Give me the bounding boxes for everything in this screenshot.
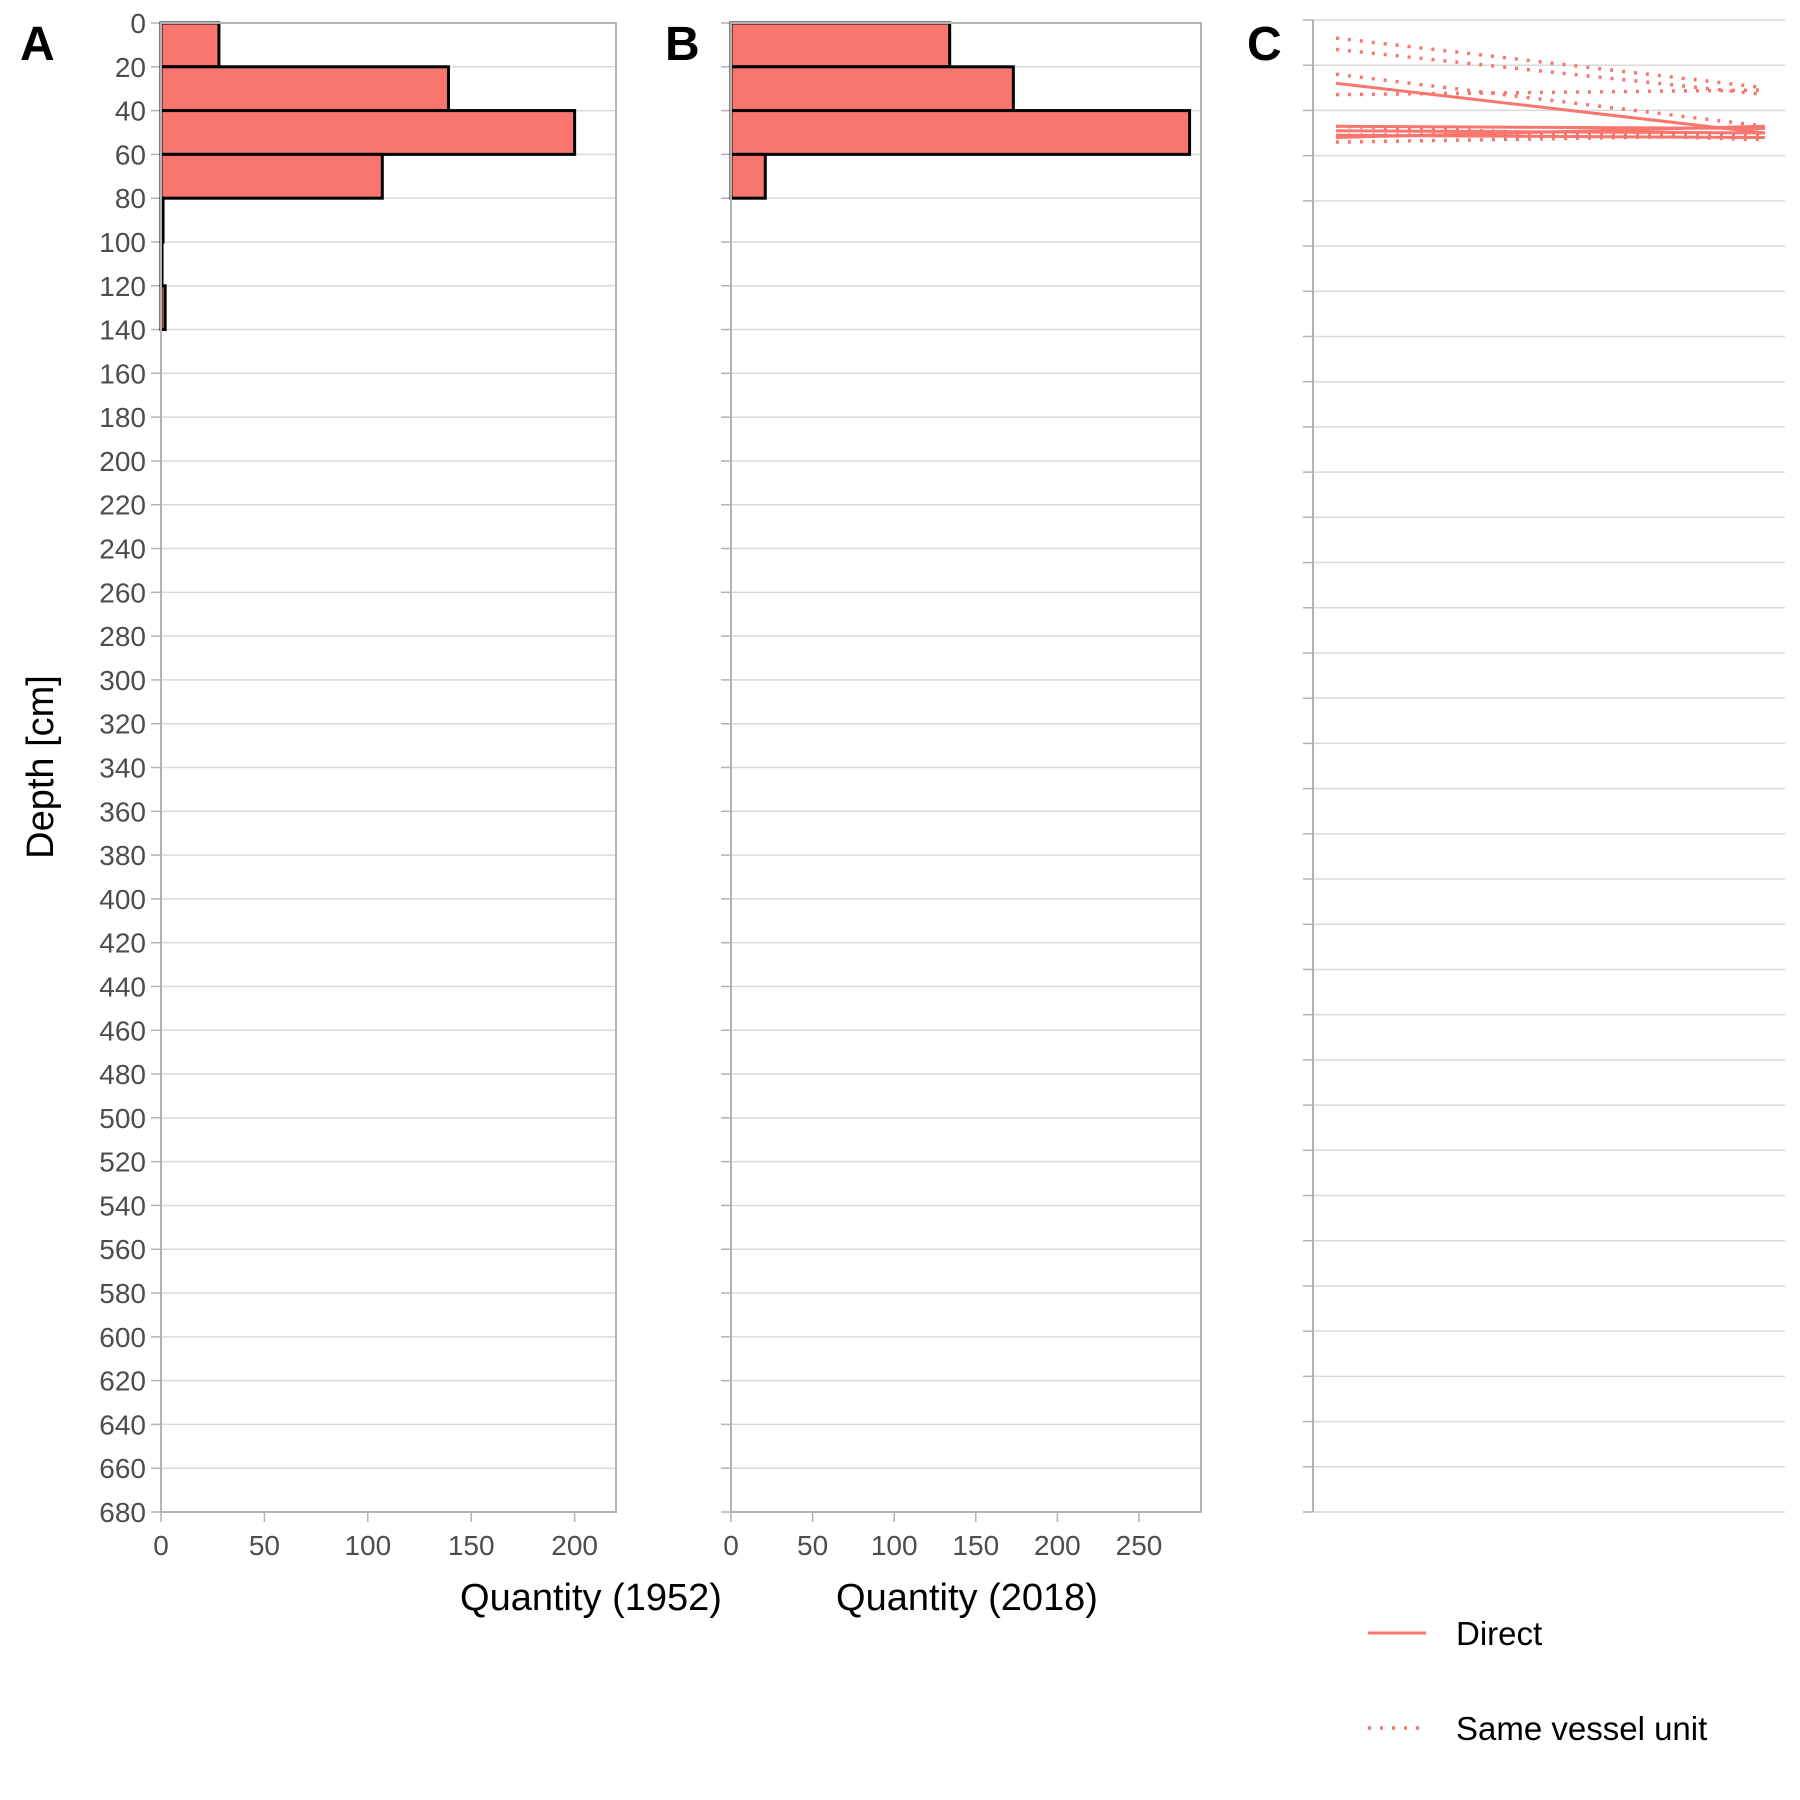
x-tick-label-b: 200 — [1034, 1530, 1081, 1561]
y-tick-label-a: 60 — [115, 139, 146, 170]
y-tick-label-a: 220 — [99, 490, 146, 521]
panel-c — [1303, 19, 1785, 1513]
x-tick-label-a: 0 — [153, 1530, 169, 1561]
y-tick-label-a: 260 — [99, 577, 146, 608]
x-tick-label-a: 50 — [249, 1530, 280, 1561]
y-tick-label-a: 80 — [115, 183, 146, 214]
y-tick-label-a: 140 — [99, 315, 146, 346]
y-tick-label-a: 20 — [115, 52, 146, 83]
bar-b — [729, 152, 767, 200]
y-tick-label-a: 40 — [115, 96, 146, 127]
y-tick-label-a: 540 — [99, 1190, 146, 1221]
y-tick-label-a: 160 — [99, 358, 146, 389]
link-line-dotted — [1335, 36, 1766, 90]
y-tick-label-a: 560 — [99, 1234, 146, 1265]
bar-a — [159, 109, 577, 156]
panel-a: 0 20 40 60 80 100 120 140 160 180 200 220 240 260 280 3… — [99, 8, 617, 1561]
y-tick-label-a: 520 — [99, 1147, 146, 1178]
y-tick-label-a: 100 — [99, 227, 146, 258]
panel-label-a: A — [20, 18, 55, 71]
x-tick-label-b: 50 — [797, 1530, 828, 1561]
x-tick-label-b: 150 — [952, 1530, 999, 1561]
y-tick-label-a: 340 — [99, 753, 146, 784]
y-tick-label-a: 0 — [130, 8, 146, 39]
y-tick-label-a: 460 — [99, 1015, 146, 1046]
y-tick-label-a: 400 — [99, 884, 146, 915]
y-tick-label-a: 580 — [99, 1278, 146, 1309]
bar-b — [729, 21, 952, 69]
x-tick-label-a: 100 — [344, 1530, 391, 1561]
legend-c: Direct Same vessel unit — [1368, 1615, 1707, 1747]
y-tick-label-a: 640 — [99, 1409, 146, 1440]
y-tick-label-a: 380 — [99, 840, 146, 871]
y-tick-label-a: 120 — [99, 271, 146, 302]
y-tick-label-a: 480 — [99, 1059, 146, 1090]
y-tick-label-a: 500 — [99, 1103, 146, 1134]
x-axis-title-b: Quantity (2018) — [836, 1577, 1098, 1619]
y-tick-label-a: 420 — [99, 928, 146, 959]
y-tick-label-a: 680 — [99, 1497, 146, 1528]
x-tick-label-b: 100 — [871, 1530, 918, 1561]
link-line-solid — [1335, 81, 1766, 135]
legend-label-same-vessel-unit: Same vessel unit — [1456, 1710, 1707, 1747]
y-tick-label-a: 620 — [99, 1366, 146, 1397]
legend-label-direct: Direct — [1456, 1615, 1542, 1652]
y-tick-label-a: 240 — [99, 534, 146, 565]
link-line-solid — [1335, 124, 1766, 140]
y-tick-label-a: 300 — [99, 665, 146, 696]
link-line-dotted — [1335, 72, 1766, 128]
panel-label-c: C — [1247, 18, 1282, 71]
bar-a — [159, 65, 450, 113]
y-tick-label-a: 180 — [99, 402, 146, 433]
x-tick-label-b: 0 — [723, 1530, 739, 1561]
bar-b — [729, 65, 1015, 113]
plot-frame-a — [160, 22, 617, 1513]
panel-b: 0 50 100 150 200 250 — [721, 21, 1202, 1561]
y-axis-title-a: Depth [cm] — [20, 675, 62, 859]
x-tick-label-a: 150 — [448, 1530, 495, 1561]
x-axis-title-a: Quantity (1952) — [460, 1577, 722, 1619]
bar-a — [159, 152, 384, 200]
x-tick-label-b: 250 — [1116, 1530, 1163, 1561]
y-tick-label-a: 320 — [99, 709, 146, 740]
y-tick-label-a: 440 — [99, 971, 146, 1002]
y-tick-label-a: 360 — [99, 796, 146, 827]
plot-frame-b — [730, 22, 1202, 1513]
bar-b — [729, 109, 1192, 156]
y-tick-label-a: 280 — [99, 621, 146, 652]
link-line-dotted — [1335, 47, 1766, 97]
y-tick-label-a: 200 — [99, 446, 146, 477]
x-tick-label-a: 200 — [551, 1530, 598, 1561]
bar-a — [159, 21, 221, 69]
panel-label-b: B — [665, 18, 700, 71]
y-tick-label-a: 660 — [99, 1453, 146, 1484]
y-tick-label-a: 600 — [99, 1322, 146, 1353]
